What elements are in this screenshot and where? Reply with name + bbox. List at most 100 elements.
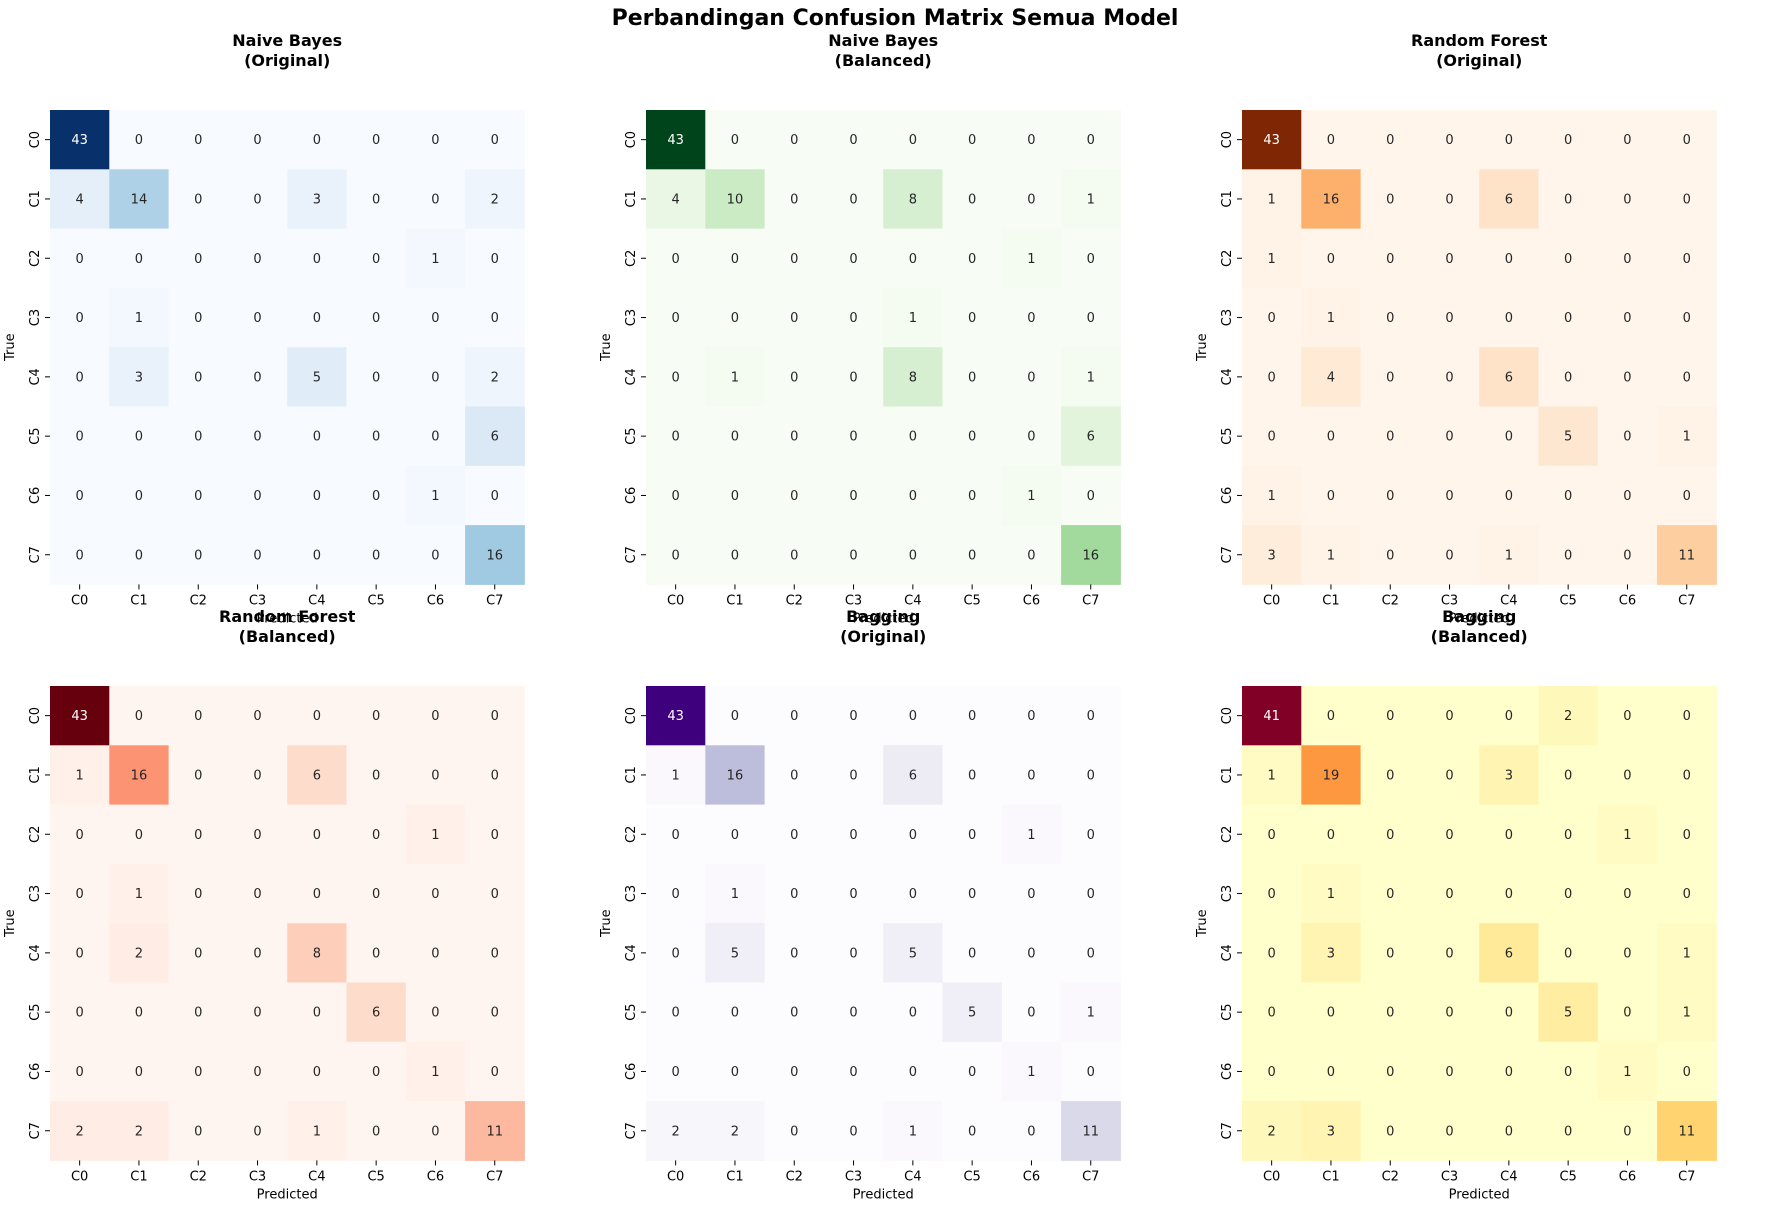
- heatmap-cell: [109, 406, 170, 467]
- cell-value-label: 0: [1683, 133, 1691, 148]
- y-axis-label: True: [3, 909, 18, 938]
- heatmap-cell: [1360, 686, 1421, 746]
- panel-title-line-1: Bagging: [846, 607, 920, 626]
- cell-value-label: 0: [372, 946, 380, 961]
- heatmap-cell: [168, 923, 229, 983]
- cell-value-label: 1: [1027, 252, 1035, 267]
- heatmap-cell: [1657, 406, 1717, 467]
- y-tick-label: C4: [1220, 368, 1235, 385]
- heatmap-cell: [1657, 465, 1717, 526]
- cell-value-label: 0: [968, 548, 976, 563]
- heatmap-cell: [1242, 228, 1302, 289]
- y-tick-label: C1: [28, 766, 43, 783]
- cell-value-label: 0: [1445, 768, 1453, 783]
- heatmap-cell: [168, 465, 229, 526]
- cell-value-label: 0: [790, 1006, 798, 1021]
- cell-value-label: 2: [135, 1124, 143, 1139]
- cell-value-label: 0: [1505, 709, 1513, 724]
- cell-value-label: 0: [1386, 946, 1394, 961]
- heatmap-cell: [465, 863, 525, 924]
- x-tick-label: C2: [1382, 593, 1399, 608]
- cell-value-label: 43: [667, 709, 684, 724]
- cell-value-label: 0: [1445, 430, 1453, 445]
- y-tick-label: C4: [624, 368, 639, 385]
- cell-value-label: 0: [372, 311, 380, 326]
- heatmap-cell: [1001, 804, 1062, 865]
- heatmap-cell: [1061, 745, 1121, 806]
- y-tick-label: C0: [624, 707, 639, 724]
- cell-value-label: 1: [1683, 1006, 1691, 1021]
- cell-value-label: 0: [731, 430, 739, 445]
- x-tick-label: C3: [1441, 1169, 1458, 1184]
- cell-value-label: 0: [1683, 252, 1691, 267]
- cell-value-label: 0: [849, 1006, 857, 1021]
- y-axis-label: True: [1195, 333, 1210, 362]
- heatmap-cell: [227, 287, 288, 348]
- cell-value-label: 0: [372, 768, 380, 783]
- heatmap-cell: [227, 686, 288, 746]
- x-tick-label: C5: [367, 593, 384, 608]
- y-tick-label: C3: [28, 885, 43, 902]
- y-tick-label: C1: [1220, 766, 1235, 783]
- heatmap-cell: [1538, 982, 1599, 1043]
- cell-value-label: 11: [1678, 548, 1695, 563]
- y-tick-label: C1: [1220, 190, 1235, 207]
- cell-value-label: 0: [790, 887, 798, 902]
- cell-value-label: 0: [849, 768, 857, 783]
- x-tick-label: C5: [1559, 1169, 1576, 1184]
- cell-value-label: 0: [731, 548, 739, 563]
- heatmap-cell: [764, 1041, 825, 1102]
- cell-value-label: 0: [1027, 430, 1035, 445]
- cell-value-label: 0: [1027, 311, 1035, 326]
- heatmap-panel-1: Naive Bayes(Original) 43 0 0 0 0 0 0 0 4 14 0 0 3 0 0 2 0…: [3, 31, 525, 626]
- cell-value-label: 2: [491, 192, 499, 207]
- heatmap-cell: [823, 1041, 884, 1102]
- x-tick-label: C0: [1263, 1169, 1280, 1184]
- y-tick-label: C7: [624, 1122, 639, 1139]
- heatmap-cell: [227, 110, 288, 170]
- cell-value-label: 0: [1268, 370, 1276, 385]
- cell-value-label: 0: [1683, 311, 1691, 326]
- cell-value-label: 0: [253, 1006, 261, 1021]
- heatmap-cell: [1242, 982, 1302, 1043]
- cell-value-label: 1: [431, 1065, 439, 1080]
- cell-value-label: 0: [1623, 1124, 1631, 1139]
- heatmap-cell: [1597, 923, 1658, 983]
- cell-value-label: 0: [1027, 1006, 1035, 1021]
- heatmap-cell: [50, 525, 110, 585]
- heatmap-cell: [1419, 686, 1480, 746]
- cell-value-label: 0: [372, 1065, 380, 1080]
- cell-value-label: 11: [1082, 1124, 1099, 1139]
- cell-value-label: 2: [76, 1124, 84, 1139]
- heatmap-cell: [50, 1101, 110, 1161]
- cell-value-label: 0: [431, 430, 439, 445]
- heatmap-cell: [823, 228, 884, 289]
- cell-value-label: 0: [1386, 768, 1394, 783]
- heatmap-cell: [1479, 228, 1539, 289]
- heatmap-cell: [823, 745, 884, 806]
- cell-value-label: 6: [1505, 946, 1513, 961]
- cell-value-label: 0: [790, 768, 798, 783]
- y-tick-label: C4: [624, 944, 639, 961]
- y-axis-label: True: [599, 333, 614, 362]
- cell-value-label: 0: [731, 709, 739, 724]
- heatmap-cell: [1001, 465, 1062, 526]
- heatmap-cell: [1061, 982, 1121, 1043]
- heatmap-cell: [705, 110, 766, 170]
- panel-title-line-2: (Balanced): [239, 627, 336, 646]
- cell-value-label: 0: [968, 192, 976, 207]
- cell-value-label: 0: [1445, 1006, 1453, 1021]
- cell-value-label: 0: [1623, 709, 1631, 724]
- heatmap-cell: [227, 228, 288, 289]
- heatmap-cell: [50, 228, 110, 289]
- heatmap-cell: [823, 686, 884, 746]
- heatmap-cell: [1538, 347, 1599, 407]
- cell-value-label: 0: [76, 946, 84, 961]
- heatmap-cell: [227, 347, 288, 407]
- panel-title-line-1: Naive Bayes: [828, 31, 938, 50]
- cell-value-label: 0: [1386, 887, 1394, 902]
- cell-value-label: 0: [909, 548, 917, 563]
- cell-value-label: 0: [372, 828, 380, 843]
- heatmap-cell: [1657, 804, 1717, 865]
- cell-value-label: 0: [968, 828, 976, 843]
